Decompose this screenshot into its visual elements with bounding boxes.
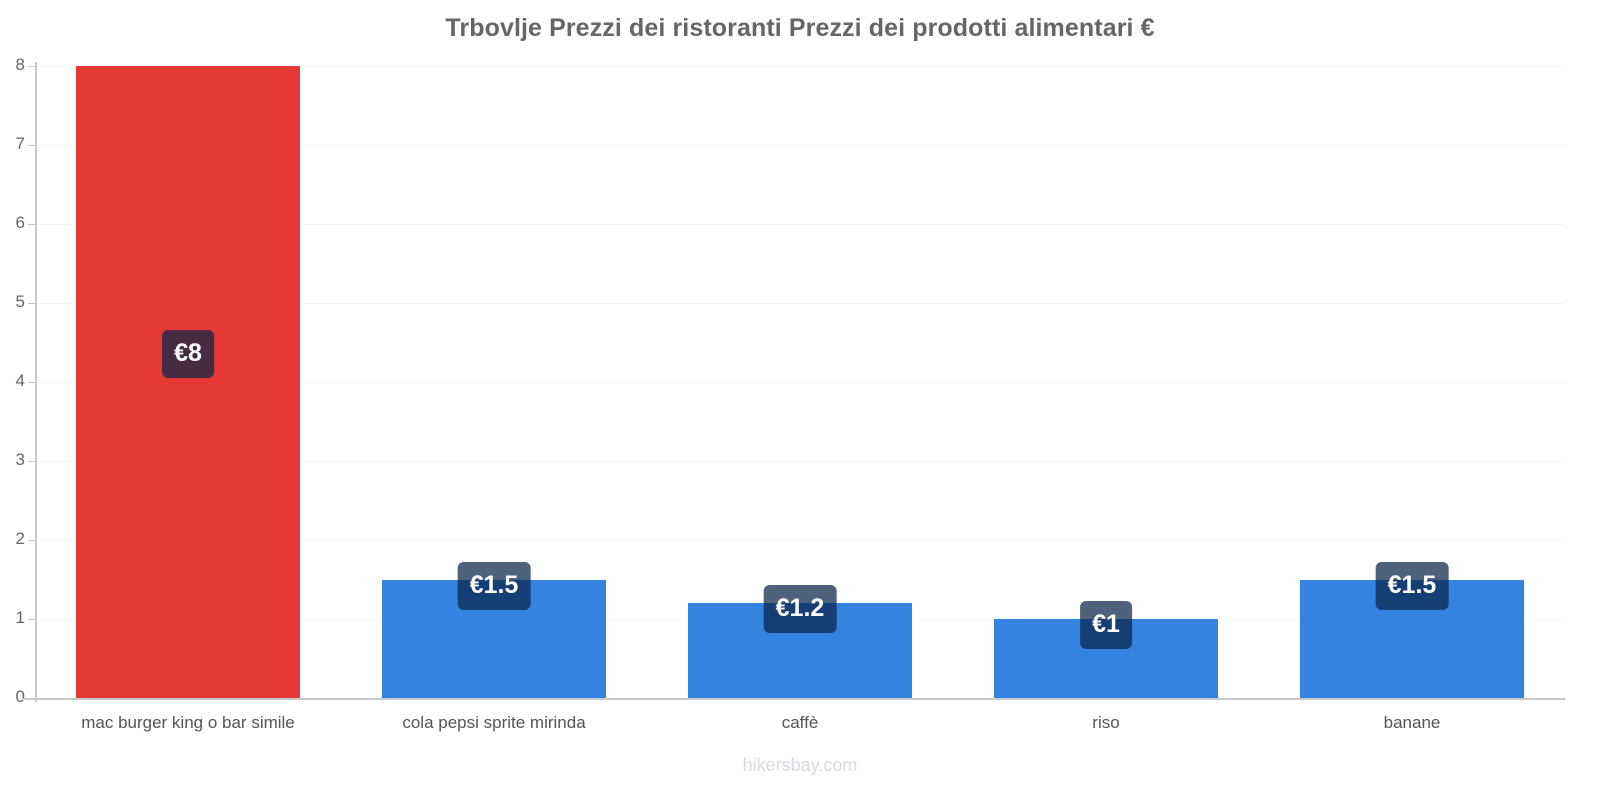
bar[interactable]: €1.5	[1299, 561, 1525, 698]
y-axis-tick-mark	[28, 302, 35, 304]
y-axis-tick-mark	[28, 381, 35, 383]
y-axis-tick-label: 1	[15, 608, 25, 627]
x-axis-tick-label: mac burger king o bar simile	[81, 713, 295, 732]
y-axis-tick-label: 6	[15, 213, 25, 232]
gridline	[35, 65, 1565, 67]
x-axis-line	[22, 698, 1565, 700]
y-axis-tick-mark	[28, 460, 35, 462]
bar-value-label: €1.5	[1375, 561, 1449, 610]
bar[interactable]: €1.5	[381, 561, 607, 698]
bar-value-label: €8	[162, 330, 214, 378]
y-axis-tick-label: 0	[15, 687, 25, 706]
y-axis-tick-label: 2	[15, 529, 25, 548]
x-axis-tick-label: caffè	[781, 713, 819, 732]
gridline	[35, 539, 1565, 541]
x-axis-tick-label: banane	[1383, 713, 1441, 732]
y-axis-tick-mark	[28, 65, 35, 67]
y-axis-tick-label: 5	[15, 292, 25, 311]
gridline	[35, 381, 1565, 383]
footer-attribution: hikersbay.com	[742, 755, 858, 775]
bar[interactable]: €1	[993, 601, 1219, 698]
y-axis-tick-mark	[28, 223, 35, 225]
y-axis-tick-label: 3	[15, 450, 25, 469]
y-axis-tick-label: 4	[15, 371, 25, 390]
bar-value-label: €1	[1080, 601, 1132, 649]
plot-area: €8 €1.5 €1.2 €1 €1.5	[35, 66, 1565, 698]
gridline	[35, 223, 1565, 225]
gridline	[35, 144, 1565, 146]
y-axis-tick-label: 8	[15, 55, 25, 74]
y-axis-tick-mark	[28, 144, 35, 146]
y-axis-tick-mark	[28, 618, 35, 620]
y-axis-line	[35, 62, 37, 702]
chart-title: Trbovlje Prezzi dei ristoranti Prezzi de…	[445, 14, 1155, 42]
bar-value-label: €1.5	[457, 561, 531, 610]
bar[interactable]: €1.2	[687, 585, 913, 698]
bar[interactable]: €8	[75, 66, 301, 698]
y-axis-tick-label: 7	[15, 134, 25, 153]
gridline	[35, 460, 1565, 462]
x-axis-tick-label: riso	[1092, 713, 1120, 732]
x-axis-tick-label: cola pepsi sprite mirinda	[402, 713, 586, 732]
gridline	[35, 302, 1565, 304]
y-axis-tick-mark	[28, 539, 35, 541]
bar-value-label: €1.2	[763, 585, 837, 634]
